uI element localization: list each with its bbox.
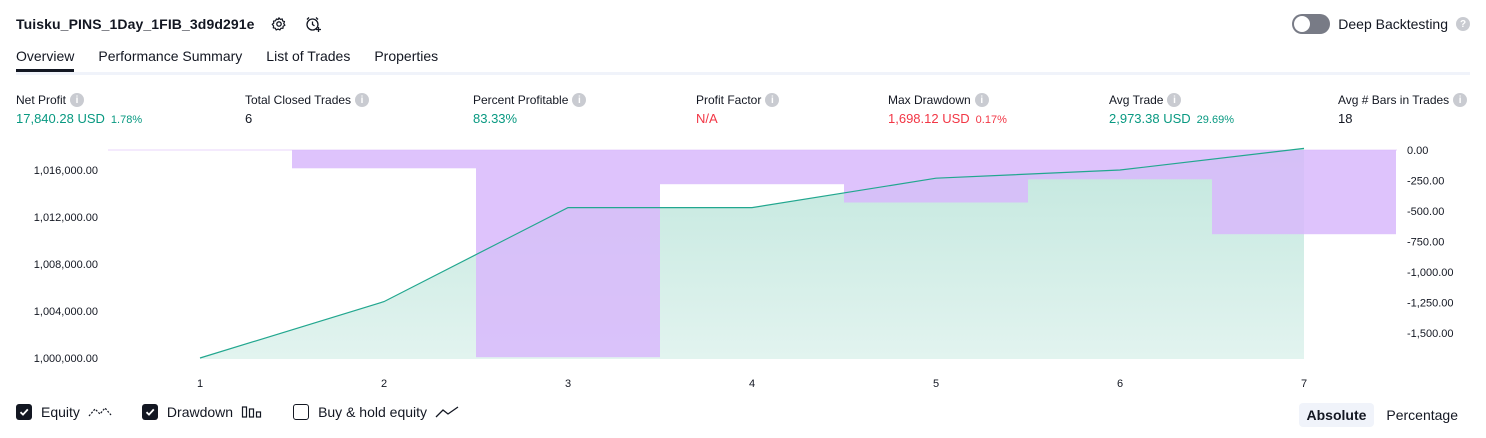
x-axis-tick-label: 1 <box>197 378 203 390</box>
stat-percent: 0.17% <box>975 114 1007 126</box>
stat-label: Net Profit <box>16 93 67 107</box>
left-axis-tick-label: 1,012,000.00 <box>34 212 98 224</box>
stat-value: 6 <box>245 111 253 126</box>
drawdown-checkbox[interactable] <box>141 404 158 420</box>
drawdown-bar <box>660 150 844 185</box>
strategy-title: Tuisku_PINS_1Day_1FIB_3d9d291e <box>16 16 255 32</box>
drawdown-bar <box>1212 150 1396 235</box>
stat-percent-profitable: Percent Profitable i 83.33% <box>473 93 587 126</box>
right-axis-tick-label: -1,500.00 <box>1407 328 1453 340</box>
stat-label: Avg # Bars in Trades <box>1338 93 1450 107</box>
info-icon[interactable]: i <box>765 93 780 107</box>
x-axis-tick-label: 3 <box>565 378 571 390</box>
info-icon[interactable]: i <box>1453 93 1468 107</box>
buy-hold-checkbox[interactable] <box>293 404 310 420</box>
drawdown-bars-icon <box>241 405 263 419</box>
info-icon[interactable]: i <box>572 93 587 107</box>
legend-buy-hold-equity[interactable]: Buy & hold equity <box>293 404 459 420</box>
right-axis-tick-label: -750.00 <box>1407 237 1444 249</box>
deep-backtesting-toggle[interactable] <box>1292 14 1331 34</box>
x-axis-tick-label: 6 <box>1117 378 1123 390</box>
left-axis-tick-label: 1,000,000.00 <box>34 353 98 365</box>
stat-label: Total Closed Trades <box>245 93 352 107</box>
tab-overview[interactable]: Overview <box>16 48 75 72</box>
right-axis-tick-label: -250.00 <box>1407 176 1444 188</box>
info-icon[interactable]: i <box>355 93 370 107</box>
left-axis-tick-label: 1,004,000.00 <box>34 306 98 318</box>
x-axis-tick-label: 2 <box>381 378 387 390</box>
stat-value: 1,698.12 USD <box>888 111 970 126</box>
stat-avg-trade: Avg Trade i 2,973.38 USD 29.69% <box>1109 93 1234 126</box>
stat-value: N/A <box>696 111 718 126</box>
drawdown-bar <box>1028 150 1212 180</box>
equity-checkbox[interactable] <box>16 404 32 420</box>
right-axis-tick-label: -1,250.00 <box>1407 298 1453 310</box>
left-axis-tick-label: 1,016,000.00 <box>34 165 98 177</box>
legend-equity[interactable]: Equity <box>16 404 112 420</box>
stat-percent: 1.78% <box>110 114 143 126</box>
value-mode-switch: Absolute Percentage <box>1298 403 1467 427</box>
left-axis-tick-label: 1,008,000.00 <box>34 259 98 271</box>
stat-label: Profit Factor <box>696 93 762 107</box>
x-axis-tick-label: 7 <box>1301 378 1307 390</box>
info-icon[interactable]: i <box>974 93 989 107</box>
deep-backtesting-control: Deep Backtesting ? <box>1292 12 1470 36</box>
legend-drawdown[interactable]: Drawdown <box>141 404 263 420</box>
stat-label: Avg Trade <box>1109 93 1164 107</box>
info-icon[interactable]: i <box>1167 93 1182 107</box>
absolute-button[interactable]: Absolute <box>1298 403 1375 427</box>
x-axis-tick-label: 4 <box>749 378 755 390</box>
buy-hold-line-icon <box>435 405 459 419</box>
stat-value: 83.33% <box>473 111 518 126</box>
stat-label: Percent Profitable <box>473 93 569 107</box>
strategy-header: Tuisku_PINS_1Day_1FIB_3d9d291e <box>16 12 323 36</box>
help-icon[interactable]: ? <box>1456 17 1470 31</box>
equity-line <box>199 147 1305 359</box>
add-alert-icon[interactable] <box>303 14 323 34</box>
right-axis-tick-label: -500.00 <box>1407 206 1444 218</box>
stat-avg-bars: Avg # Bars in Trades i 18 <box>1338 93 1468 126</box>
tab-performance-summary[interactable]: Performance Summary <box>98 48 243 64</box>
tab-properties[interactable]: Properties <box>374 48 439 64</box>
equity-drawdown-chart[interactable]: 1,000,000.00 1,004,000.00 1,008,000.00 1,01… <box>0 140 1486 396</box>
stat-label: Max Drawdown <box>888 93 971 107</box>
toggle-knob <box>1294 16 1311 32</box>
drawdown-bar <box>844 150 1028 203</box>
x-axis-tick-label: 5 <box>933 378 939 390</box>
stat-net-profit: Net Profit i 17,840.28 USD 1.78% <box>16 93 142 126</box>
settings-icon[interactable] <box>269 14 289 34</box>
stat-max-drawdown: Max Drawdown i 1,698.12 USD 0.17% <box>888 93 1007 126</box>
tab-list-of-trades[interactable]: List of Trades <box>266 48 351 64</box>
stat-total-closed-trades: Total Closed Trades i 6 <box>245 93 370 126</box>
stat-profit-factor: Profit Factor i N/A <box>696 93 780 126</box>
deep-backtesting-label: Deep Backtesting <box>1338 16 1448 32</box>
stat-percent: 29.69% <box>1196 114 1234 126</box>
stat-value: 2,973.38 USD <box>1109 111 1191 126</box>
info-icon[interactable]: i <box>70 93 85 107</box>
equity-line-icon <box>88 405 112 419</box>
drawdown-bar <box>292 150 476 169</box>
tab-divider <box>16 72 1470 75</box>
tab-bar: Overview Performance Summary List of Tra… <box>16 48 438 72</box>
percentage-button[interactable]: Percentage <box>1386 407 1458 423</box>
drawdown-bar <box>476 150 660 358</box>
right-axis-tick-label: 0.00 <box>1407 145 1428 157</box>
stat-value: 17,840.28 USD <box>16 111 105 126</box>
legend-label: Buy & hold equity <box>318 404 428 420</box>
legend-label: Equity <box>41 404 80 420</box>
chart-legend: Equity Drawdown Buy & hold equity <box>16 404 489 420</box>
legend-label: Drawdown <box>166 404 234 420</box>
right-axis-tick-label: -1,000.00 <box>1407 267 1453 279</box>
stat-value: 18 <box>1338 111 1353 126</box>
